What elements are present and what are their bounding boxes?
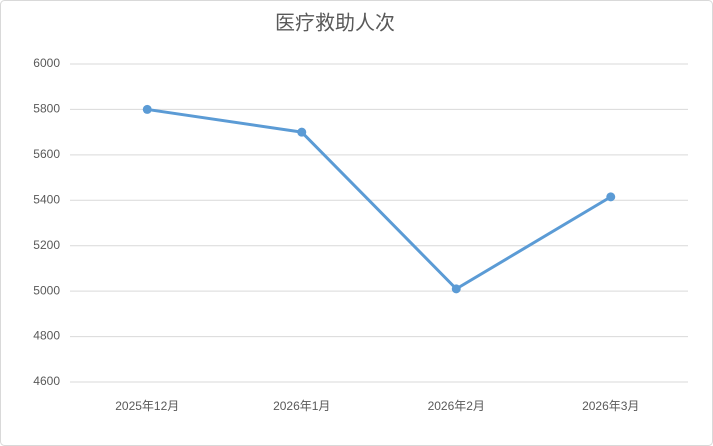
y-tick-label: 5000 (33, 283, 60, 297)
x-tick-label: 2026年1月 (273, 399, 330, 413)
y-tick-label: 4800 (33, 329, 60, 343)
data-point (451, 284, 461, 294)
data-point (297, 127, 307, 137)
y-tick-label: 5400 (33, 192, 60, 206)
x-tick-label: 2026年3月 (582, 399, 639, 413)
x-tick-label: 2026年2月 (428, 399, 485, 413)
data-point (606, 192, 616, 202)
y-tick-label: 5800 (33, 102, 60, 116)
y-tick-label: 5200 (33, 238, 60, 252)
y-tick-label: 4600 (33, 374, 60, 388)
chart-title: 医疗救助人次 (275, 11, 395, 34)
x-tick-label: 2025年12月 (115, 399, 179, 413)
data-point (142, 104, 152, 114)
y-tick-label: 5600 (33, 147, 60, 161)
y-tick-label: 6000 (33, 56, 60, 70)
data-line (147, 107, 612, 291)
